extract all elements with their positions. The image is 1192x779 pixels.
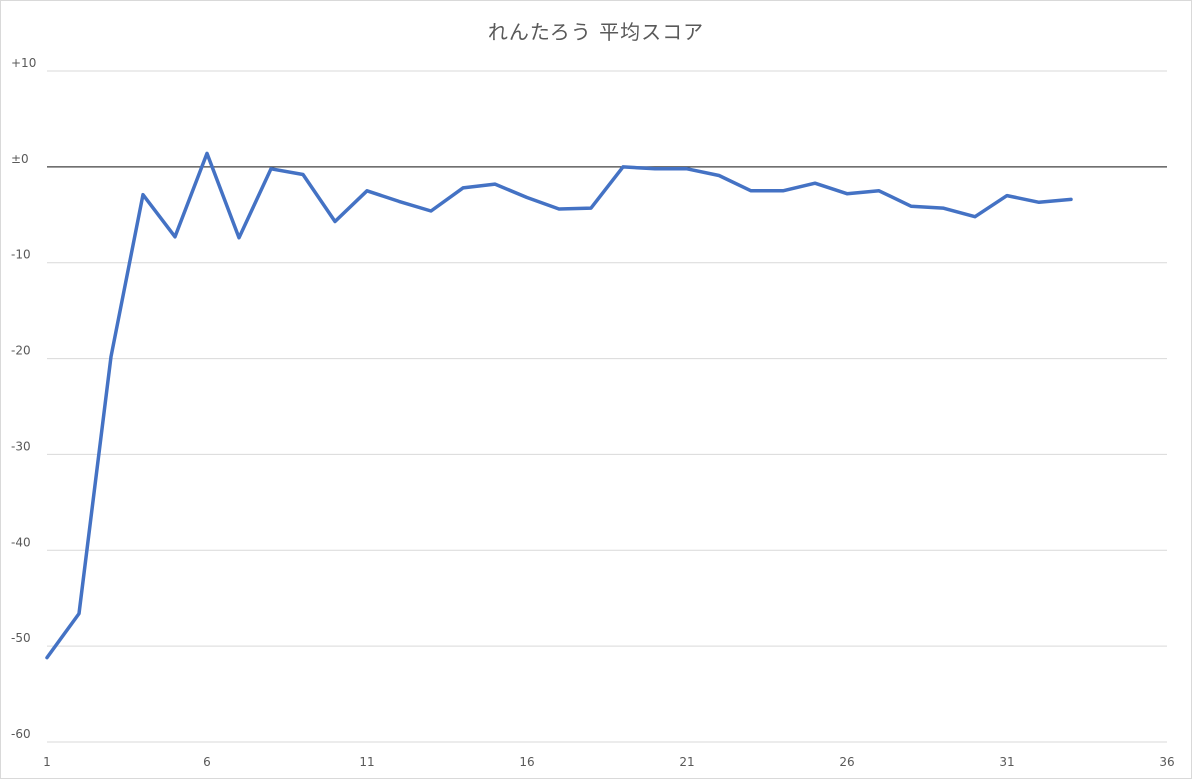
x-tick-label: 26 xyxy=(839,755,854,769)
x-tick-label: 21 xyxy=(679,755,694,769)
x-tick-label: 6 xyxy=(203,755,211,769)
x-tick-label: 36 xyxy=(1159,755,1174,769)
y-tick-label: -20 xyxy=(11,344,31,358)
series-line xyxy=(45,151,1073,660)
y-tick-label: +10 xyxy=(11,56,36,70)
series-layer xyxy=(45,151,1073,660)
y-axis-ticks: +10 ±0 -10 -20 -30 -40 -50 -60 xyxy=(11,56,36,741)
grid-layer xyxy=(47,70,1167,743)
y-tick-label: -40 xyxy=(11,535,31,549)
y-tick-label: -30 xyxy=(11,439,31,453)
x-axis-ticks: 1 6 11 16 21 26 31 36 xyxy=(43,755,1174,769)
x-tick-label: 1 xyxy=(43,755,51,769)
y-tick-label: ±0 xyxy=(11,152,29,166)
chart-title: れんたろう 平均スコア xyxy=(487,20,705,44)
y-tick-label: -50 xyxy=(11,631,31,645)
x-tick-label: 11 xyxy=(359,755,374,769)
y-tick-label: -60 xyxy=(11,727,31,741)
x-tick-label: 16 xyxy=(519,755,534,769)
x-tick-label: 31 xyxy=(999,755,1014,769)
y-tick-label: -10 xyxy=(11,248,31,262)
